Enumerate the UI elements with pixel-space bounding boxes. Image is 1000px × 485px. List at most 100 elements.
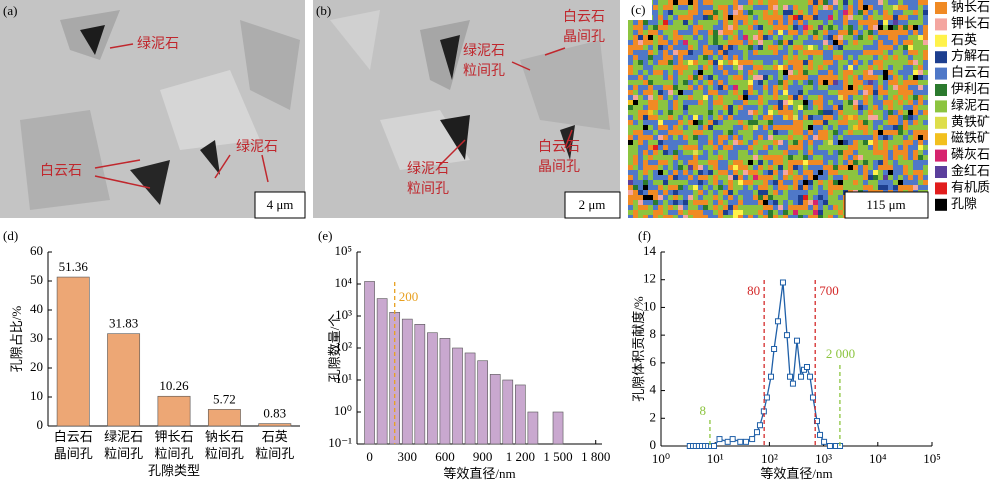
legend-label: 白云石 (951, 65, 990, 80)
mineral-pixel (703, 55, 708, 60)
mineral-pixel (823, 50, 828, 55)
mineral-pixel (853, 150, 858, 155)
mineral-pixel (783, 120, 788, 125)
mineral-pixel (793, 215, 798, 218)
mineral-pixel (688, 115, 693, 120)
mineral-pixel (838, 105, 843, 110)
mineral-pixel (813, 30, 818, 35)
mineral-pixel (663, 95, 668, 100)
mineral-pixel (703, 150, 708, 155)
x-tick-label: 10⁴ (869, 451, 887, 466)
mineral-pixel (643, 215, 648, 218)
mineral-pixel (918, 25, 923, 30)
mineral-pixel (883, 100, 888, 105)
mineral-pixel (688, 110, 693, 115)
mineral-pixel (663, 170, 668, 175)
mineral-pixel (713, 70, 718, 75)
mineral-pixel (833, 110, 838, 115)
mineral-pixel (883, 160, 888, 165)
mineral-pixel (708, 185, 713, 190)
mineral-pixel (698, 40, 703, 45)
marker (756, 422, 763, 429)
mineral-pixel (793, 165, 798, 170)
mineral-pixel (688, 30, 693, 35)
mineral-pixel (748, 90, 753, 95)
mineral-pixel (758, 195, 763, 200)
mineral-pixel (758, 135, 763, 140)
mineral-pixel (648, 110, 653, 115)
mineral-pixel (688, 210, 693, 215)
mineral-pixel (898, 10, 903, 15)
mineral-pixel (683, 120, 688, 125)
mineral-pixel (773, 90, 778, 95)
mineral-pixel (778, 80, 783, 85)
mineral-pixel (783, 105, 788, 110)
mineral-pixel (653, 35, 658, 40)
mineral-pixel (758, 125, 763, 130)
mineral-pixel (868, 165, 873, 170)
mineral-pixel (833, 155, 838, 160)
mineral-pixel (688, 80, 693, 85)
mineral-pixel (893, 10, 898, 15)
mineral-pixel (708, 135, 713, 140)
mineral-pixel (923, 105, 928, 110)
marker (826, 443, 833, 449)
mineral-pixel (753, 10, 758, 15)
x-tick-label: 600 (435, 449, 455, 464)
mineral-pixel (888, 165, 893, 170)
mineral-pixel (838, 20, 843, 25)
marker (767, 373, 774, 380)
mineral-pixel (833, 195, 838, 200)
mineral-pixel (873, 75, 878, 80)
mineral-pixel (888, 120, 893, 125)
marker (817, 431, 824, 438)
mineral-pixel (758, 105, 763, 110)
mineral-pixel (853, 135, 858, 140)
mineral-pixel (668, 200, 673, 205)
mineral-pixel (753, 165, 758, 170)
mineral-pixel (628, 210, 633, 215)
mineral-pixel (798, 20, 803, 25)
mineral-pixel (778, 195, 783, 200)
mineral-pixel (703, 50, 708, 55)
mineral-pixel (843, 175, 848, 180)
charts: (d)0102030405060孔隙类型孔隙占比/%51.36白云石晶间孔31.… (3, 228, 941, 481)
mineral-pixel (783, 165, 788, 170)
mineral-pixel (663, 15, 668, 20)
mineral-pixel (898, 140, 903, 145)
marker (742, 438, 749, 445)
mineral-pixel (813, 40, 818, 45)
y-tick-label: 2 (650, 409, 657, 424)
mineral-pixel (773, 215, 778, 218)
mineral-pixel (663, 185, 668, 190)
mineral-pixel (658, 185, 663, 190)
mineral-pixel (753, 95, 758, 100)
mineral-pixel (803, 210, 808, 215)
mineral-pixel (668, 65, 673, 70)
mineral-pixel (693, 105, 698, 110)
mineral-pixel (633, 215, 638, 218)
mineral-pixel (913, 170, 918, 175)
mineral-pixel (848, 45, 853, 50)
legend-label: 金红石 (951, 163, 990, 178)
mineral-pixel (688, 55, 693, 60)
mineral-pixel (663, 55, 668, 60)
mineral-pixel (918, 50, 923, 55)
mineral-pixel (868, 145, 873, 150)
mineral-pixel (708, 50, 713, 55)
mineral-pixel (653, 65, 658, 70)
mineral-pixel (648, 50, 653, 55)
mineral-pixel (733, 90, 738, 95)
mineral-pixel (813, 15, 818, 20)
mineral-pixel (923, 150, 928, 155)
mineral-pixel (763, 110, 768, 115)
mineral-pixel (643, 80, 648, 85)
mineral-pixel (818, 155, 823, 160)
mineral-pixel (778, 180, 783, 185)
mineral-pixel (873, 30, 878, 35)
mineral-pixel (668, 145, 673, 150)
mineral-pixel (868, 100, 873, 105)
mineral-pixel (823, 135, 828, 140)
mineral-pixel (863, 160, 868, 165)
mineral-pixel (843, 185, 848, 190)
